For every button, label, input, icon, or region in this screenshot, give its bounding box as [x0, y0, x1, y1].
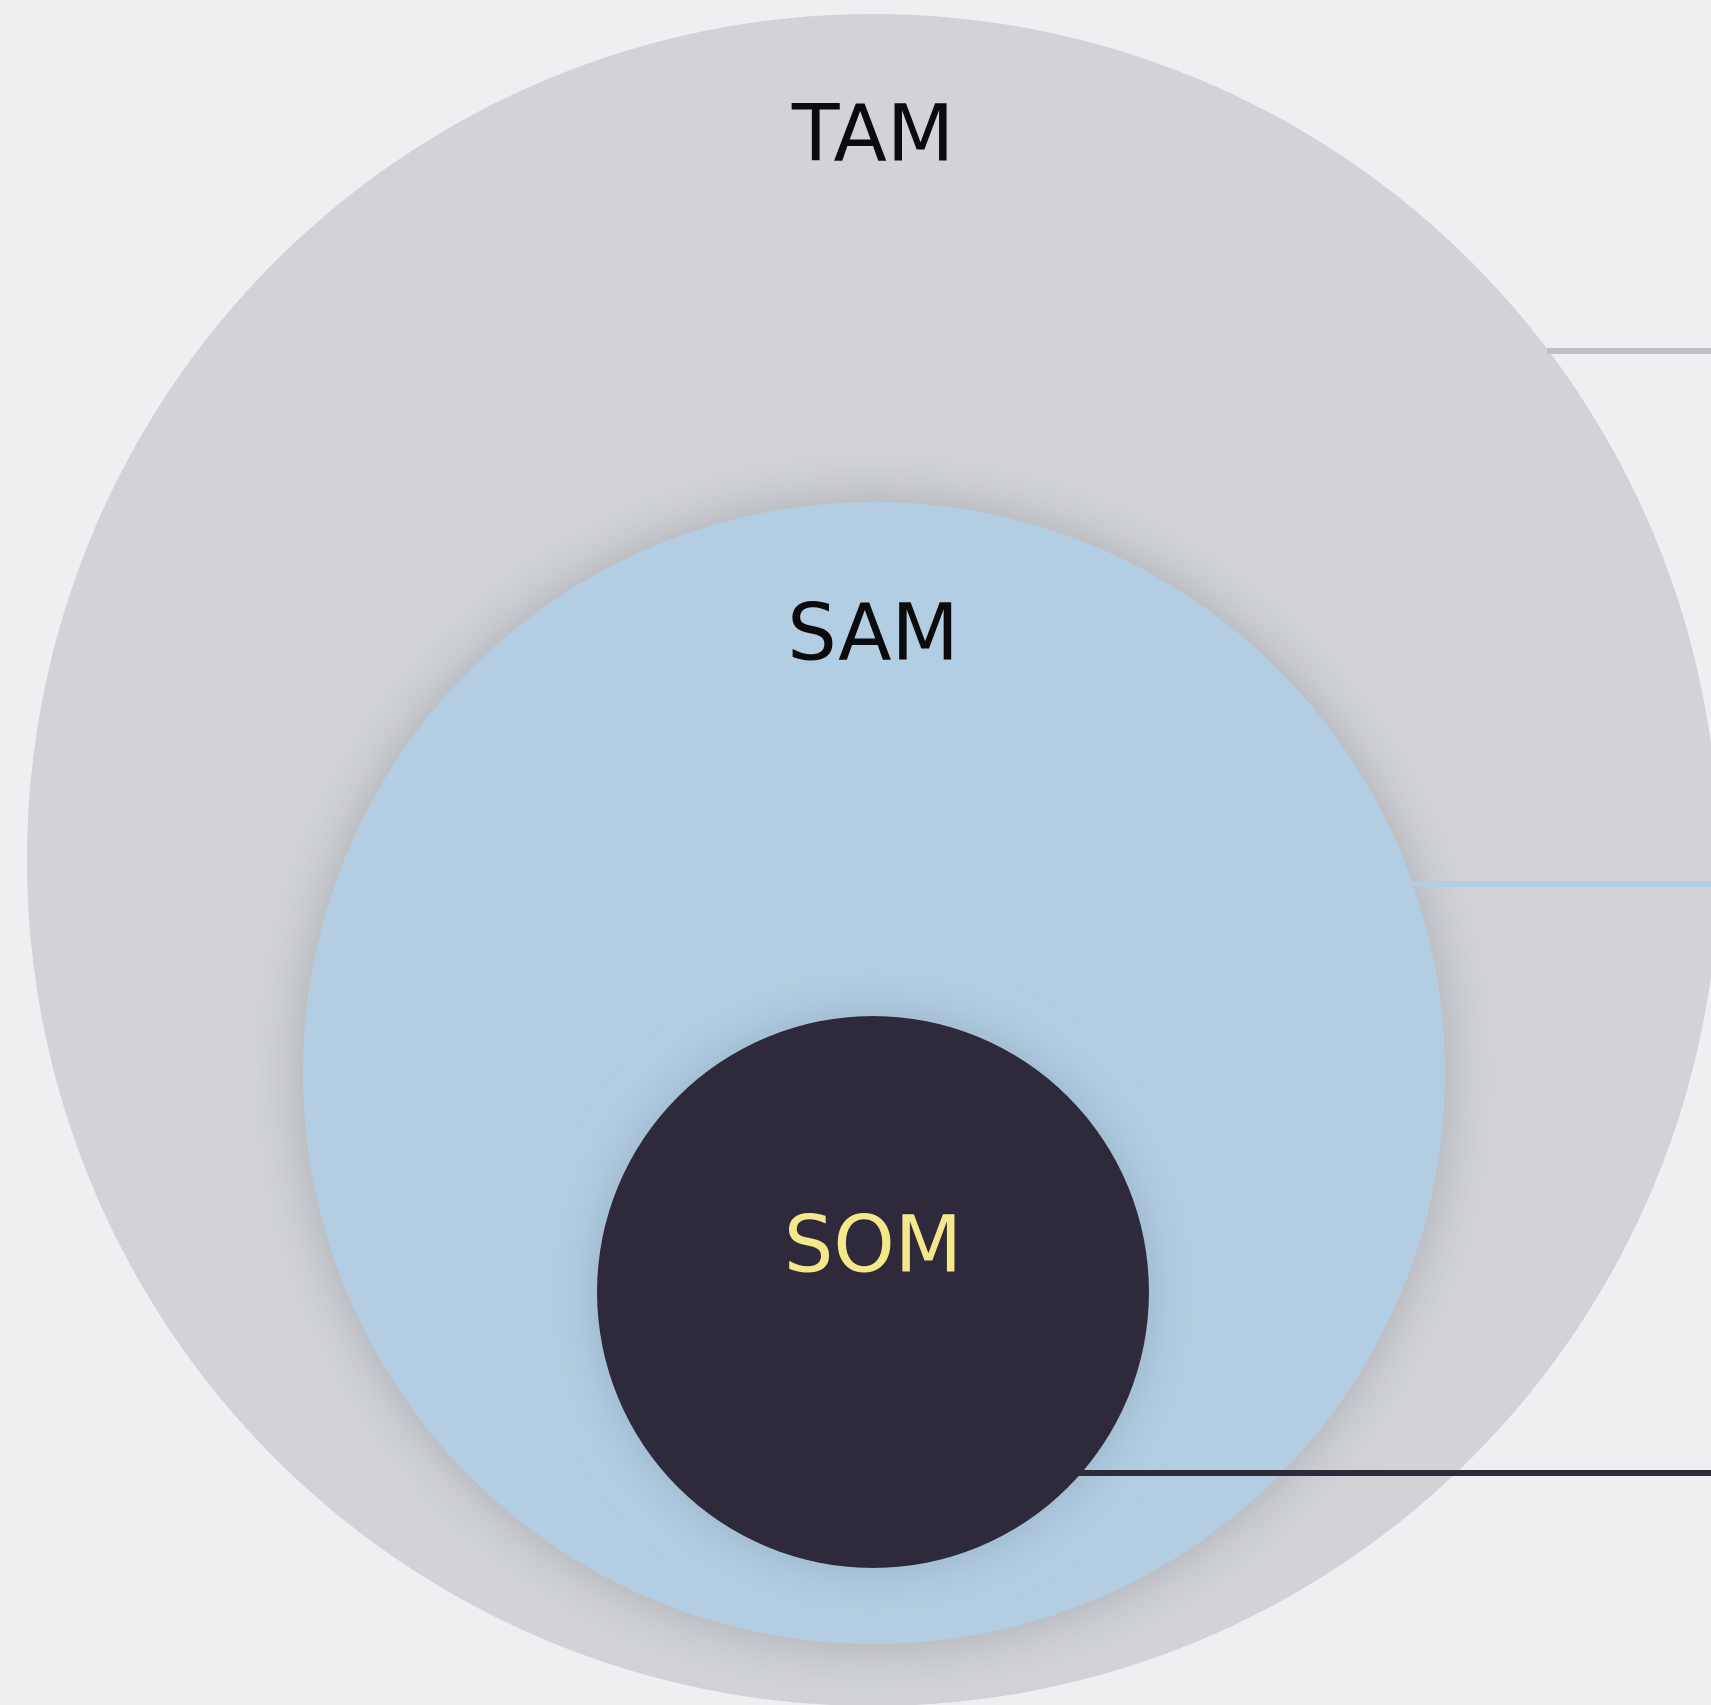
som-circle: [597, 1016, 1149, 1568]
som-label: SOM: [784, 1200, 962, 1290]
sam-label: SAM: [787, 588, 959, 678]
tam-label: TAM: [791, 89, 954, 179]
